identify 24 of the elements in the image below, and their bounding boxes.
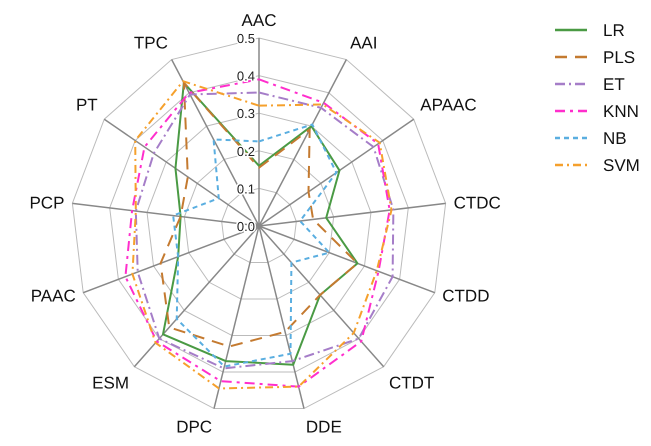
- legend-label: SVM: [603, 156, 640, 175]
- spoke-label: PCP: [29, 193, 64, 212]
- text: 0.0: [236, 219, 255, 234]
- spoke-label: PT: [76, 96, 98, 115]
- y-tick-label: 0.3: [236, 106, 255, 122]
- spoke-label: AAC: [242, 11, 276, 30]
- spoke-label: CTDD: [442, 286, 490, 306]
- spoke-label: DDE: [306, 417, 342, 436]
- spoke-label: TPC: [134, 33, 168, 52]
- legend-label: NB: [603, 129, 627, 148]
- spoke-label: CTDT: [388, 374, 434, 393]
- spoke-label: DPC: [176, 417, 212, 436]
- spoke-label: PAAC: [30, 286, 76, 306]
- legend-label: KNN: [603, 102, 639, 121]
- y-tick-label: 0.5: [236, 31, 255, 46]
- legend-label: PLS: [603, 48, 636, 67]
- y-tick-label: 0.1: [236, 181, 255, 196]
- legend-label: ET: [603, 75, 625, 94]
- legend-label: LR: [603, 21, 625, 40]
- spoke-label: CTDC: [454, 193, 501, 212]
- spoke-label: APAAC: [420, 96, 477, 115]
- spoke-label: AAI: [350, 33, 378, 52]
- spoke-label: ESM: [92, 374, 130, 393]
- y-tick-label: 0.4: [236, 68, 255, 84]
